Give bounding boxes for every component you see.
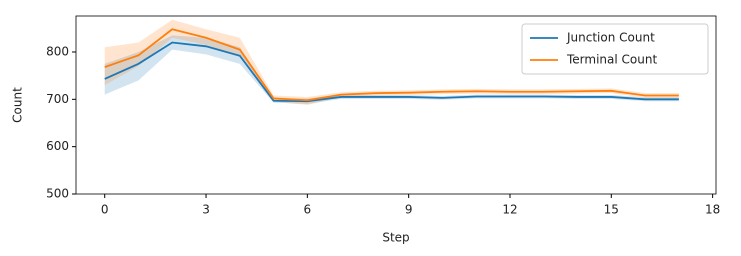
legend-label: Junction Count <box>566 31 655 45</box>
legend-box <box>521 23 709 75</box>
x-tick-label: 3 <box>202 203 210 217</box>
x-axis-label: Step <box>382 231 409 245</box>
series-line <box>104 41 679 103</box>
plot-frame <box>75 15 717 195</box>
series-line <box>104 28 679 102</box>
legend-label: Terminal Count <box>566 53 657 67</box>
y-tick-label: 800 <box>46 44 69 58</box>
x-tick-label: 18 <box>705 203 720 217</box>
y-tick-label: 700 <box>46 92 69 106</box>
y-tick-label: 600 <box>46 139 69 153</box>
x-tick-label: 15 <box>604 203 619 217</box>
x-tick-label: 0 <box>101 203 109 217</box>
x-tick-label: 9 <box>405 203 413 217</box>
x-tick-label: 6 <box>304 203 312 217</box>
x-tick-label: 12 <box>502 203 517 217</box>
confidence-band <box>104 19 679 106</box>
y-axis-label: Count <box>11 87 25 123</box>
y-tick-label: 500 <box>46 187 69 201</box>
